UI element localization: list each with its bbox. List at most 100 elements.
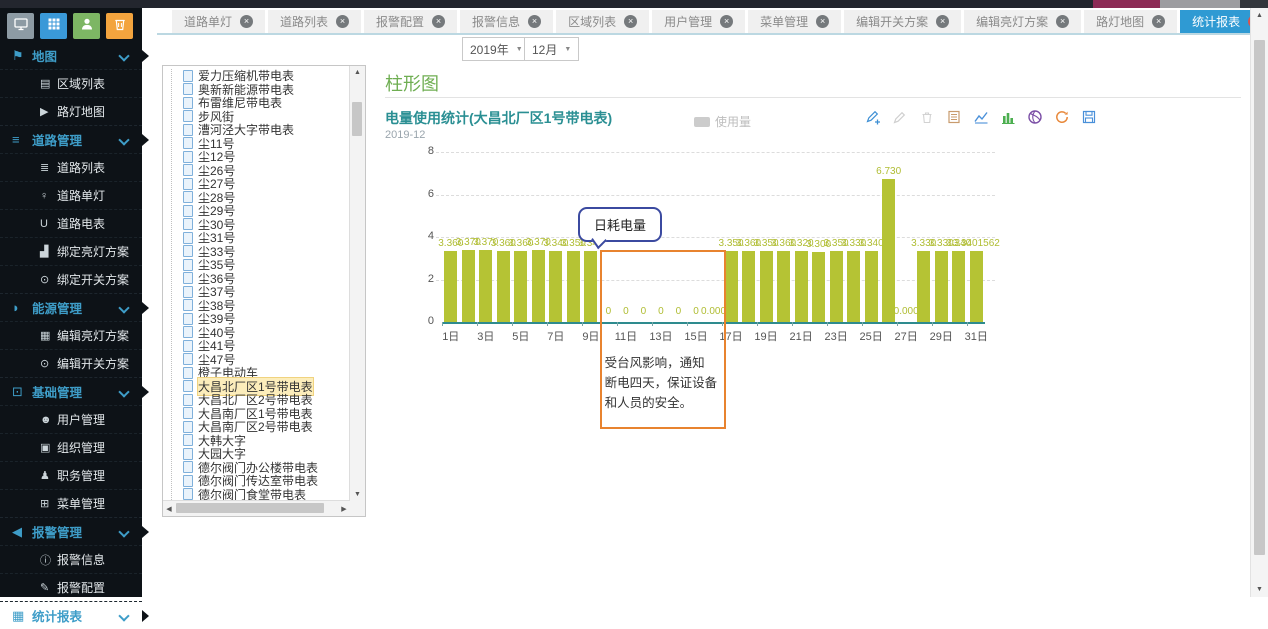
sidebar-section-5[interactable]: ▦ 统计报表 (0, 601, 149, 629)
tab[interactable]: 编辑亮灯方案 × (964, 10, 1082, 33)
tab[interactable]: 报警配置 × (364, 10, 458, 33)
tab[interactable]: 用户管理 × (652, 10, 746, 33)
save-icon[interactable] (1081, 109, 1097, 125)
tab[interactable]: 道路列表 × (268, 10, 362, 33)
tree-item[interactable]: 漕河泾大字带电表 (169, 123, 349, 137)
tree-item[interactable]: 尘26号 (169, 164, 349, 178)
sidebar-item[interactable]: ▶ 路灯地图 (0, 97, 142, 125)
tree-item[interactable]: 橙子电动车 (169, 366, 349, 380)
sidebar-item[interactable]: ≣ 道路列表 (0, 153, 142, 181)
tab[interactable]: 道路单灯 × (172, 10, 266, 33)
line-chart-icon[interactable] (973, 109, 989, 125)
tree-hscroll-thumb[interactable] (176, 503, 324, 513)
tree-item[interactable]: 大昌南厂区2号带电表 (169, 420, 349, 434)
delete-icon[interactable] (919, 109, 935, 125)
tab[interactable]: 区域列表 × (556, 10, 650, 33)
page-scroll-thumb[interactable] (1254, 40, 1265, 555)
sidebar-item[interactable]: ⊞ 菜单管理 (0, 489, 142, 517)
tree-item[interactable]: 尘47号 (169, 353, 349, 367)
sidebar-section-3[interactable]: ⊡ 基础管理 (0, 377, 149, 405)
tab-close-icon[interactable]: × (240, 15, 254, 28)
edit-add-icon[interactable] (865, 109, 881, 125)
tree-item[interactable]: 德尔阀门食堂带电表 (169, 488, 349, 500)
tree-item[interactable]: 大昌北厂区1号带电表 (169, 376, 349, 396)
year-select[interactable]: 2019年 ▼ (462, 37, 531, 61)
scroll-down-icon[interactable]: ▼ (354, 491, 361, 498)
tree-item[interactable]: 布雷维尼带电表 (169, 96, 349, 110)
refresh-icon[interactable] (1054, 109, 1070, 125)
sidebar-item[interactable]: ⊙ 绑定开关方案 (0, 265, 142, 293)
sidebar-item[interactable]: ⊙ 编辑开关方案 (0, 349, 142, 377)
sidebar-item[interactable]: ⓘ 报警信息 (0, 545, 142, 573)
tree-item[interactable]: 尘36号 (169, 272, 349, 286)
sidebar-item[interactable]: ▟ 绑定亮灯方案 (0, 237, 142, 265)
bar-chart-icon[interactable] (1000, 109, 1016, 125)
sidebar-item[interactable]: ✎ 报警配置 (0, 573, 142, 601)
sidebar-item[interactable]: ♟ 职务管理 (0, 461, 142, 489)
tree-item[interactable]: 尘11号 (169, 137, 349, 151)
scroll-down-icon[interactable]: ▼ (1256, 586, 1263, 593)
tree-item[interactable]: 尘30号 (169, 218, 349, 232)
tab-close-icon[interactable]: × (936, 15, 950, 28)
pie-chart-icon[interactable] (1027, 109, 1043, 125)
tab-close-icon[interactable]: × (624, 15, 638, 28)
month-select[interactable]: 12月 ▼ (524, 37, 580, 61)
edit-icon[interactable] (892, 109, 908, 125)
tree-item[interactable]: 爱力压缩机带电表 (169, 69, 349, 83)
tree-vertical-scrollbar[interactable]: ▲ ▼ (349, 66, 365, 501)
tree-item[interactable]: 大园大字 (169, 447, 349, 461)
data-view-icon[interactable] (946, 109, 962, 125)
sidebar-section-2[interactable]: ◗ 能源管理 (0, 293, 149, 321)
tree-item[interactable]: 奥新新能源带电表 (169, 83, 349, 97)
tree-item[interactable]: 德尔阀门办公楼带电表 (169, 461, 349, 475)
scroll-right-icon[interactable]: ▶ (341, 506, 347, 513)
legend-item-usage[interactable]: 使用量 (694, 113, 751, 130)
tree-item[interactable]: 尘27号 (169, 177, 349, 191)
tab-close-icon[interactable]: × (528, 15, 542, 28)
header-button-bin[interactable] (106, 13, 133, 39)
scroll-up-icon[interactable]: ▲ (1256, 12, 1263, 19)
tree-item[interactable]: 尘41号 (169, 339, 349, 353)
header-button-monitor[interactable] (7, 13, 34, 39)
scroll-up-icon[interactable]: ▲ (354, 69, 361, 76)
tab[interactable]: 报警信息 × (460, 10, 554, 33)
sidebar-section-4[interactable]: ◀ 报警管理 (0, 517, 149, 545)
tree-item[interactable]: 大昌北厂区2号带电表 (169, 393, 349, 407)
tree-item[interactable]: 德尔阀门传达室带电表 (169, 474, 349, 488)
tree-item[interactable]: 大韩大字 (169, 434, 349, 448)
tree-vscroll-thumb[interactable] (352, 102, 362, 136)
page-scrollbar[interactable]: ▲ ▼ (1250, 8, 1268, 597)
tree-item[interactable]: 尘33号 (169, 245, 349, 259)
sidebar-item[interactable]: ▤ 区域列表 (0, 69, 142, 97)
tab-close-icon[interactable]: × (1056, 15, 1070, 28)
sidebar-section-1[interactable]: ≡ 道路管理 (0, 125, 149, 153)
tab-close-icon[interactable]: × (432, 15, 446, 28)
tree-item[interactable]: 尘31号 (169, 231, 349, 245)
tab-close-icon[interactable]: × (816, 15, 830, 28)
tab[interactable]: 菜单管理 × (748, 10, 842, 33)
tab-close-icon[interactable]: × (336, 15, 350, 28)
sidebar-item[interactable]: ▦ 编辑亮灯方案 (0, 321, 142, 349)
sidebar-item[interactable]: ♀ 道路单灯 (0, 181, 142, 209)
tab[interactable]: 统计报表× (1180, 10, 1268, 33)
sidebar-item[interactable]: U 道路电表 (0, 209, 142, 237)
tab-close-icon[interactable]: × (720, 15, 734, 28)
scroll-left-icon[interactable]: ◀ (166, 506, 172, 513)
tree-item[interactable]: 尘38号 (169, 299, 349, 313)
sidebar-item[interactable]: ☻ 用户管理 (0, 405, 142, 433)
tree-item[interactable]: 尘35号 (169, 258, 349, 272)
tree-item[interactable]: 尘37号 (169, 285, 349, 299)
tree-item[interactable]: 尘28号 (169, 191, 349, 205)
tab[interactable]: 编辑开关方案 × (844, 10, 962, 33)
tab-close-icon[interactable]: × (1152, 15, 1166, 28)
sidebar-item[interactable]: ▣ 组织管理 (0, 433, 142, 461)
tree-item[interactable]: 尘40号 (169, 326, 349, 340)
header-button-user[interactable] (73, 13, 100, 39)
tree-item[interactable]: 尘12号 (169, 150, 349, 164)
tree-horizontal-scrollbar[interactable]: ◀ ▶ (163, 500, 350, 516)
tree-item[interactable]: 尘39号 (169, 312, 349, 326)
tree-item[interactable]: 大昌南厂区1号带电表 (169, 407, 349, 421)
header-button-grid[interactable] (40, 13, 67, 39)
tree-item[interactable]: 尘29号 (169, 204, 349, 218)
sidebar-section-0[interactable]: ⚑ 地图 (0, 42, 149, 69)
